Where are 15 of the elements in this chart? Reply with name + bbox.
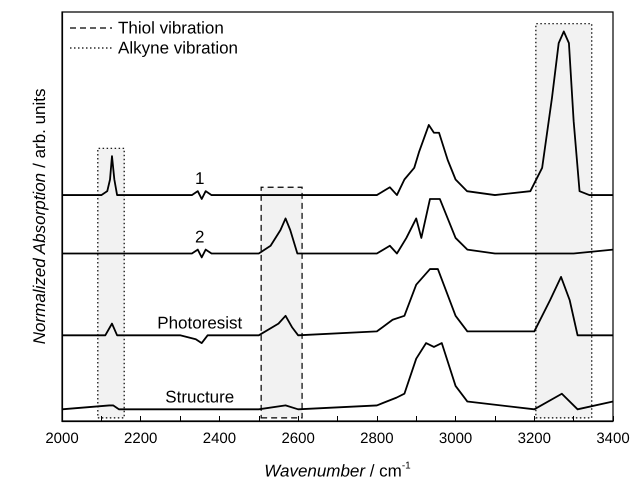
legend-label: Thiol vibration — [118, 18, 224, 38]
series-label: Photoresist — [157, 313, 243, 332]
x-tick-label: 2400 — [202, 430, 236, 447]
x-tick-label: 2200 — [124, 430, 158, 447]
series-label: 1 — [195, 169, 204, 188]
x-tick-label: 3400 — [596, 430, 630, 447]
series-label: Structure — [165, 387, 234, 406]
x-tick-label: 3200 — [518, 430, 551, 447]
x-tick-label: 2800 — [360, 430, 394, 447]
x-tick-label: 2600 — [281, 430, 315, 447]
x-tick-label: 2000 — [45, 430, 79, 447]
y-axis-title: Normalized Absorption / arb. units — [30, 88, 49, 344]
series-label: 2 — [195, 228, 204, 247]
legend-label: Alkyne vibration — [118, 38, 238, 58]
x-tick-label: 3000 — [438, 430, 472, 447]
